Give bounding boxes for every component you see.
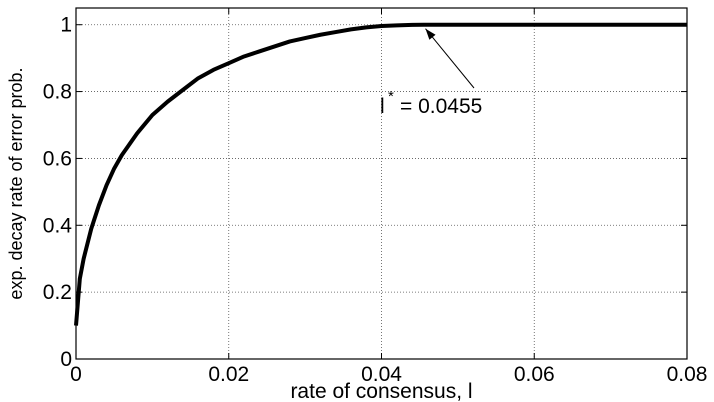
annotation-arrow-line xyxy=(425,28,475,89)
x-tick-label: 0 xyxy=(70,363,82,386)
x-axis-label: rate of consensus, l xyxy=(290,380,472,402)
y-tick-label: 1 xyxy=(60,14,72,37)
series-line xyxy=(74,22,687,326)
tick-labels: 0 0.02 0.04 0.06 0.08 0 0.2 0.4 0.6 0.8 1 xyxy=(43,14,708,386)
y-axis-label: exp. decay rate of error prob. xyxy=(6,67,26,299)
x-tick-label: 0.02 xyxy=(208,363,249,386)
y-tick-label: 0.6 xyxy=(43,147,72,170)
x-tick-label: 0.06 xyxy=(514,363,555,386)
plot-frame xyxy=(75,7,688,360)
annotation-superscript: * xyxy=(388,88,394,105)
series-layer xyxy=(74,22,687,326)
annotation-arrow-head xyxy=(425,28,436,40)
y-tick-label: 0.2 xyxy=(43,281,72,304)
grid-lines xyxy=(76,8,687,359)
y-tick-label: 0.8 xyxy=(43,81,72,104)
annotation-symbol: l xyxy=(380,95,385,118)
tick-marks xyxy=(75,8,688,360)
annotation-text: = 0.0455 xyxy=(400,95,482,118)
annotation: l * = 0.0455 xyxy=(380,28,482,118)
y-tick-label: 0 xyxy=(60,348,72,371)
x-tick-label: 0.04 xyxy=(361,363,402,386)
x-tick-label: 0.08 xyxy=(667,363,708,386)
y-tick-label: 0.4 xyxy=(43,214,73,237)
